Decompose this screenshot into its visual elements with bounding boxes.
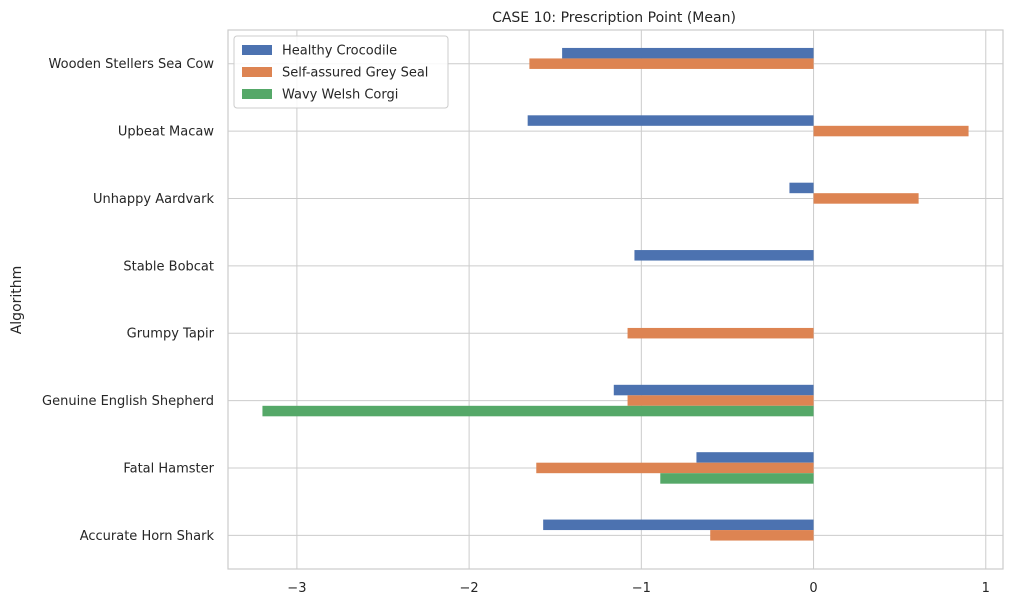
bar [813,125,969,137]
y-tick-label: Upbeat Macaw [118,125,215,140]
y-tick-label: Stable Bobcat [123,259,214,274]
bar [527,115,814,126]
bar [634,250,814,261]
legend-label: Self-assured Grey Seal [282,66,428,81]
y-axis-label: Algorithm [9,266,25,335]
grid [228,30,1003,569]
bar [543,519,814,531]
bar [813,193,919,204]
bars [262,47,969,541]
x-tick-label: −3 [287,581,306,596]
bar [696,452,814,463]
legend-swatch [242,89,272,99]
bar [536,462,814,474]
bar [529,58,814,69]
bar [262,405,814,417]
y-tick-label: Wooden Stellers Sea Cow [49,57,215,72]
legend: Healthy Crocodile Self-assured Grey Seal W… [233,35,449,109]
x-tick-label: −2 [460,581,479,596]
bar [789,182,814,194]
y-tick-label: Genuine English Shepherd [42,394,214,409]
legend-swatch [242,45,272,55]
y-tick-labels: Accurate Horn Shark Fatal Hamster Genuine … [42,57,215,544]
x-tick-labels: −3 −2 −1 0 1 [287,581,990,596]
legend-label: Wavy Welsh Corgi [282,88,398,103]
bar [613,384,814,396]
bar [627,395,814,406]
chart-title: CASE 10: Prescription Point (Mean) [492,10,736,26]
y-tick-label: Accurate Horn Shark [80,529,215,544]
y-tick-label: Fatal Hamster [123,461,214,476]
plot-frame [227,29,1004,570]
plot-border [227,29,1004,570]
legend-label: Healthy Crocodile [282,44,397,59]
y-tick-label: Grumpy Tapir [127,327,215,342]
bar [710,530,814,541]
x-tick-label: 0 [809,581,817,596]
x-tick-label: −1 [632,581,651,596]
legend-swatch [242,67,272,77]
x-tick-label: 1 [982,581,990,596]
y-tick-label: Unhappy Aardvark [93,192,215,207]
bar [627,327,814,339]
legend-box [233,35,449,109]
bar [562,47,814,59]
bar [660,473,814,484]
